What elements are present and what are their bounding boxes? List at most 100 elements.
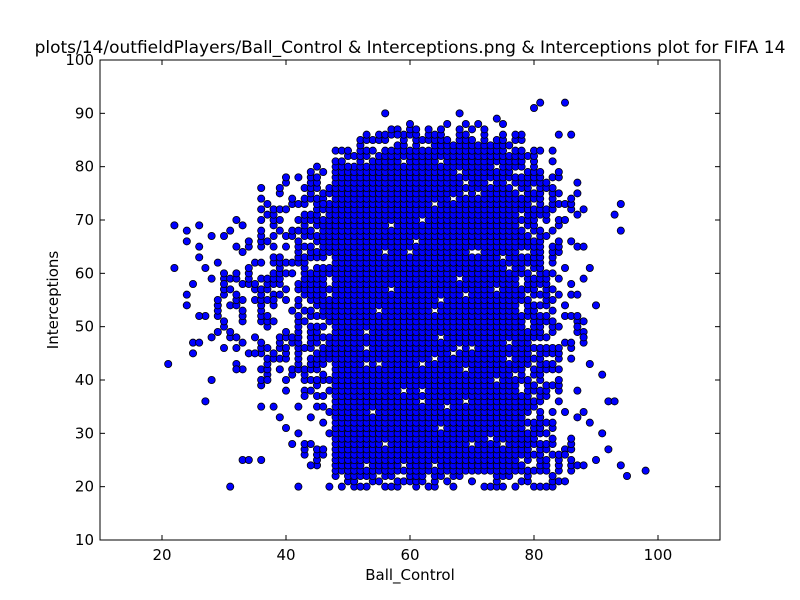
scatter-point (455, 109, 464, 118)
scatter-point (592, 301, 601, 310)
scatter-point (443, 135, 452, 144)
scatter-point (616, 199, 625, 208)
scatter-point (579, 407, 588, 416)
scatter-point (511, 130, 520, 139)
scatter-point (554, 365, 563, 374)
scatter-point (232, 215, 241, 224)
scatter-point (275, 290, 284, 299)
scatter-point (188, 279, 197, 288)
scatter-point (257, 215, 266, 224)
scatter-point (536, 98, 545, 107)
scatter-point (257, 194, 266, 203)
scatter-point (294, 311, 303, 320)
scatter-point (263, 343, 272, 352)
scatter-point (257, 183, 266, 192)
scatter-point (213, 327, 222, 336)
scatter-point (343, 162, 352, 171)
scatter-point (579, 205, 588, 214)
scatter-point (164, 359, 173, 368)
y-tick-label: 90 (75, 104, 94, 122)
scatter-point (567, 354, 576, 363)
scatter-point (232, 269, 241, 278)
scatter-point (498, 120, 507, 129)
points-layer (164, 98, 650, 491)
scatter-point (567, 434, 576, 443)
scatter-point (554, 130, 563, 139)
scatter-point (219, 279, 228, 288)
scatter-point (232, 343, 241, 352)
scatter-point (536, 167, 545, 176)
scatter-point (554, 189, 563, 198)
scatter-point (623, 471, 632, 480)
scatter-point (257, 338, 266, 347)
scatter-point (554, 237, 563, 246)
scatter-point (312, 375, 321, 384)
scatter-point (263, 199, 272, 208)
scatter-point (170, 221, 179, 230)
scatter-point (337, 482, 346, 491)
scatter-point (548, 471, 557, 480)
scatter-point (561, 215, 570, 224)
x-axis-label: Ball_Control (365, 566, 455, 585)
scatter-point (548, 157, 557, 166)
scatter-point (554, 375, 563, 384)
scatter-point (250, 333, 259, 342)
y-tick-label: 80 (75, 158, 94, 176)
scatter-point (294, 429, 303, 438)
scatter-point (306, 386, 315, 395)
scatter-point (325, 482, 334, 491)
scatter-point (281, 285, 290, 294)
scatter-point (536, 226, 545, 235)
scatter-point (319, 418, 328, 427)
scatter-point (548, 285, 557, 294)
scatter-point (201, 263, 210, 272)
scatter-point (567, 279, 576, 288)
scatter-point (573, 322, 582, 331)
scatter-point (523, 375, 532, 384)
scatter-point (573, 178, 582, 187)
scatter-point (281, 242, 290, 251)
scatter-point (542, 231, 551, 240)
scatter-point (319, 167, 328, 176)
scatter-point (294, 482, 303, 491)
scatter-point (306, 226, 315, 235)
scatter-point (319, 199, 328, 208)
scatter-point (412, 125, 421, 134)
ticks-layer: 20 40 60 80 100 10 20 30 40 50 60 70 80 90 100 (65, 51, 720, 564)
scatter-point (232, 290, 241, 299)
scatter-point (561, 301, 570, 310)
scatter-point (505, 141, 514, 150)
scatter-point (436, 125, 445, 134)
scatter-point (467, 135, 476, 144)
scatter-point (523, 295, 532, 304)
scatter-point (281, 423, 290, 432)
scatter-point (356, 482, 365, 491)
scatter-point (226, 285, 235, 294)
scatter-point (548, 269, 557, 278)
scatter-point (381, 109, 390, 118)
scatter-point (207, 375, 216, 384)
scatter-point (579, 461, 588, 470)
scatter-point (424, 125, 433, 134)
scatter-point (573, 386, 582, 395)
scatter-point (523, 231, 532, 240)
scatter-point (616, 226, 625, 235)
scatter-point (263, 237, 272, 246)
scatter-point (567, 194, 576, 203)
scatter-point (573, 290, 582, 299)
y-axis-label: Interceptions (44, 251, 62, 350)
y-tick-label: 50 (75, 318, 94, 336)
scatter-point (455, 125, 464, 134)
scatter-point (195, 253, 204, 262)
scatter-point (362, 130, 371, 139)
scatter-point (226, 327, 235, 336)
scatter-point (561, 450, 570, 459)
scatter-point (579, 242, 588, 251)
scatter-point (275, 215, 284, 224)
scatter-point (616, 461, 625, 470)
y-tick-label: 60 (75, 264, 94, 282)
scatter-point (232, 365, 241, 374)
scatter-point (542, 178, 551, 187)
scatter-point (257, 455, 266, 464)
